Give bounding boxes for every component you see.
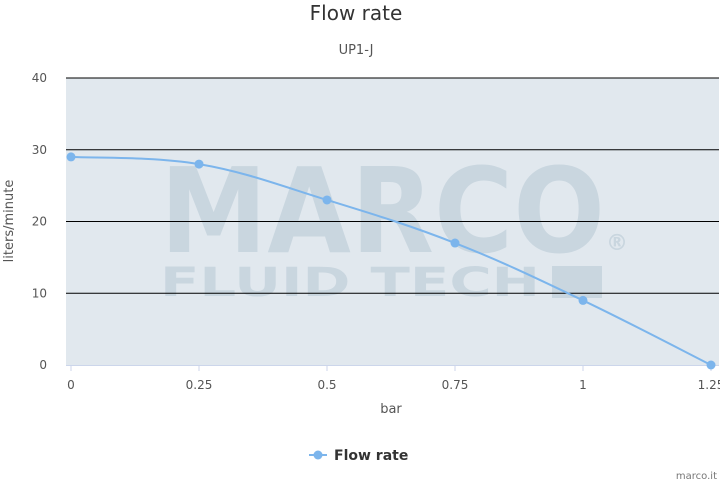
y-tick-label: 30 [32,143,47,157]
watermark-logo: MARCO ® FLUID TECH [160,142,628,306]
data-point[interactable] [578,295,588,305]
watermark-tagline: FLUID TECH [160,260,540,306]
data-point[interactable] [322,195,332,205]
series-layer [66,152,716,370]
watermark-brand: MARCO [160,142,605,280]
x-tick-label: 1 [579,378,587,392]
data-point[interactable] [706,360,716,370]
x-tick-label: 1.25 [698,378,720,392]
chart-title: Flow rate [310,1,403,25]
x-tick-label: 0.25 [186,378,213,392]
y-axis-title: liters/minute [2,180,17,263]
y-tick-label: 0 [39,358,47,372]
x-tick-label: 0.75 [442,378,469,392]
watermark-registered-mark: ® [606,231,628,256]
data-point[interactable] [66,152,76,162]
x-tick-label: 0.5 [317,378,336,392]
y-tick-label: 10 [32,286,47,300]
series-line-flow-rate [70,155,712,366]
data-point[interactable] [450,238,460,248]
gridlines [66,77,719,294]
y-tick-label: 40 [32,71,47,85]
legend-item-flow-rate[interactable]: Flow rate [309,448,408,464]
chart-subtitle: UP1-J [339,43,374,58]
y-axis-ticks: 0 10 20 30 40 [32,71,47,372]
legend-marker-swatch [313,450,323,460]
y-tick-label: 20 [32,215,47,229]
data-point[interactable] [194,159,204,169]
credits-link[interactable]: marco.it [676,471,717,482]
watermark-bar [552,266,602,298]
x-tick-label: 0 [67,378,75,392]
x-axis-title: bar [380,402,402,417]
x-axis-ticks: 0 0.25 0.5 0.75 1 1.25 [66,365,720,392]
legend-label: Flow rate [334,448,408,464]
